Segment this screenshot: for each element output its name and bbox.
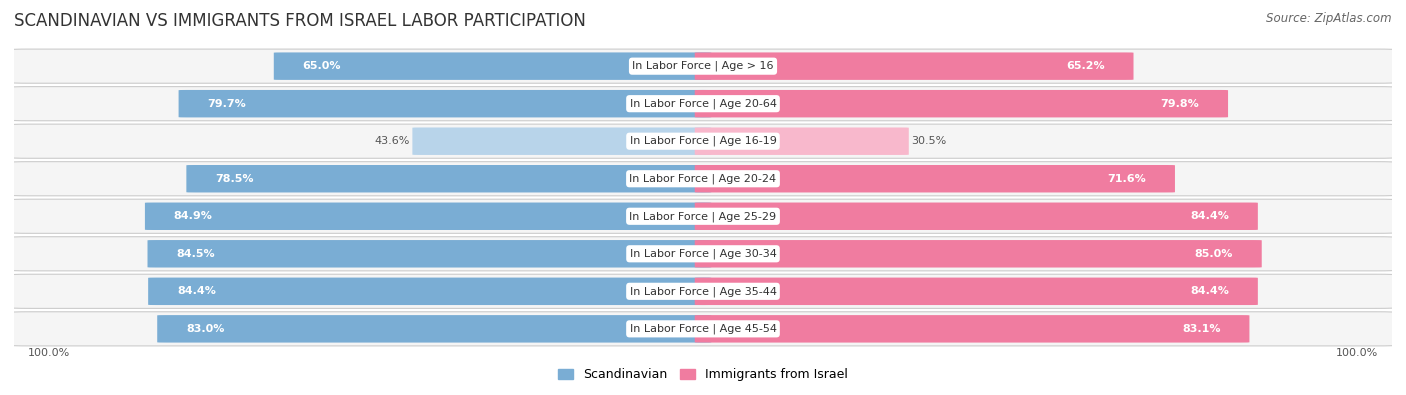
FancyBboxPatch shape (187, 165, 711, 192)
Text: In Labor Force | Age 35-44: In Labor Force | Age 35-44 (630, 286, 776, 297)
Legend: Scandinavian, Immigrants from Israel: Scandinavian, Immigrants from Israel (553, 363, 853, 386)
Text: In Labor Force | Age > 16: In Labor Force | Age > 16 (633, 61, 773, 71)
Text: 83.1%: 83.1% (1182, 324, 1220, 334)
Text: In Labor Force | Age 20-64: In Labor Force | Age 20-64 (630, 98, 776, 109)
FancyBboxPatch shape (148, 240, 711, 267)
FancyBboxPatch shape (695, 278, 1258, 305)
FancyBboxPatch shape (695, 315, 1250, 342)
FancyBboxPatch shape (148, 278, 711, 305)
Text: 65.0%: 65.0% (302, 61, 342, 71)
FancyBboxPatch shape (695, 203, 1258, 230)
FancyBboxPatch shape (157, 315, 711, 342)
FancyBboxPatch shape (695, 165, 1175, 192)
Text: 79.8%: 79.8% (1160, 99, 1199, 109)
FancyBboxPatch shape (695, 240, 1261, 267)
Text: 71.6%: 71.6% (1108, 174, 1146, 184)
FancyBboxPatch shape (412, 128, 711, 155)
FancyBboxPatch shape (179, 90, 711, 117)
Text: In Labor Force | Age 20-24: In Labor Force | Age 20-24 (630, 173, 776, 184)
Text: 84.5%: 84.5% (176, 249, 215, 259)
FancyBboxPatch shape (10, 49, 1396, 83)
FancyBboxPatch shape (10, 162, 1396, 196)
FancyBboxPatch shape (695, 128, 908, 155)
FancyBboxPatch shape (10, 199, 1396, 233)
FancyBboxPatch shape (10, 312, 1396, 346)
Text: In Labor Force | Age 25-29: In Labor Force | Age 25-29 (630, 211, 776, 222)
Text: 84.4%: 84.4% (1189, 211, 1229, 221)
FancyBboxPatch shape (695, 53, 1133, 80)
Text: 85.0%: 85.0% (1195, 249, 1233, 259)
Text: SCANDINAVIAN VS IMMIGRANTS FROM ISRAEL LABOR PARTICIPATION: SCANDINAVIAN VS IMMIGRANTS FROM ISRAEL L… (14, 12, 586, 30)
Text: 100.0%: 100.0% (28, 348, 70, 357)
FancyBboxPatch shape (10, 124, 1396, 158)
Text: 79.7%: 79.7% (208, 99, 246, 109)
FancyBboxPatch shape (145, 203, 711, 230)
Text: 100.0%: 100.0% (1336, 348, 1378, 357)
FancyBboxPatch shape (274, 53, 711, 80)
Text: 43.6%: 43.6% (374, 136, 409, 146)
Text: Source: ZipAtlas.com: Source: ZipAtlas.com (1267, 12, 1392, 25)
Text: 65.2%: 65.2% (1066, 61, 1105, 71)
Text: In Labor Force | Age 16-19: In Labor Force | Age 16-19 (630, 136, 776, 147)
Text: 84.4%: 84.4% (1189, 286, 1229, 296)
Text: 83.0%: 83.0% (186, 324, 225, 334)
FancyBboxPatch shape (10, 237, 1396, 271)
FancyBboxPatch shape (10, 87, 1396, 121)
Text: 78.5%: 78.5% (215, 174, 254, 184)
Text: 30.5%: 30.5% (911, 136, 946, 146)
Text: 84.9%: 84.9% (174, 211, 212, 221)
FancyBboxPatch shape (10, 274, 1396, 308)
Text: In Labor Force | Age 30-34: In Labor Force | Age 30-34 (630, 248, 776, 259)
Text: 84.4%: 84.4% (177, 286, 217, 296)
FancyBboxPatch shape (695, 90, 1227, 117)
Text: In Labor Force | Age 45-54: In Labor Force | Age 45-54 (630, 324, 776, 334)
